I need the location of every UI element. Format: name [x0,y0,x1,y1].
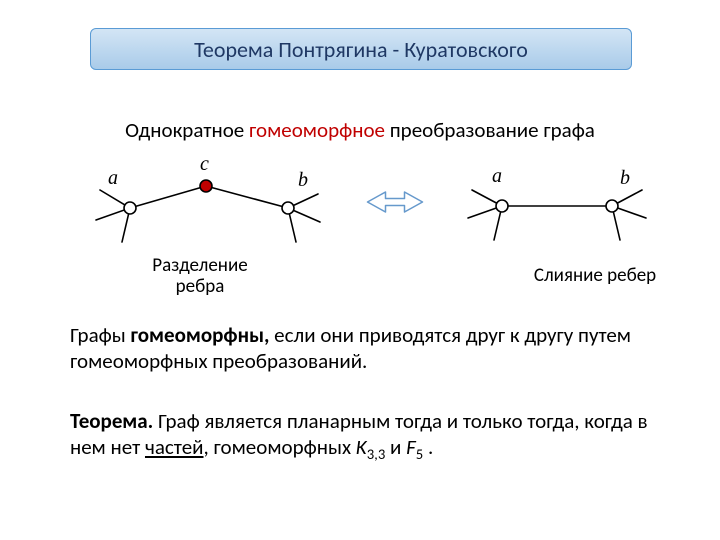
paragraph-theorem: Теорема. Граф является планарным тогда и… [70,408,670,464]
title-box: Теорема Понтрягина - Куратовского [90,28,632,70]
para2-ksub: 3,3 [367,445,386,463]
svg-text:b: b [620,167,630,189]
svg-text:b: b [298,169,308,191]
subtitle: Однократное гомеоморфное преобразование … [0,118,720,143]
para1-t1: Графы [70,322,131,348]
para2-t1: Теорема. [70,408,153,434]
svg-text:c: c [200,160,209,175]
subtitle-post: преобразование графа [385,117,595,143]
paragraph-homeomorphic: Графы гомеоморфны, если они приводятся д… [70,322,660,375]
para2-t5: и [385,434,406,460]
svg-text:a: a [492,165,502,187]
subtitle-pre: Однократное [125,117,249,143]
para2-t6: . [423,434,433,460]
para1-t2: гомеоморфны, [131,322,270,348]
slide: Теорема Понтрягина - Куратовского Однокр… [0,0,720,540]
caption-subdivision: Разделение ребра [140,256,260,298]
caption-merge: Слияние ребер [520,264,670,287]
title-text: Теорема Понтрягина - Куратовского [194,36,528,63]
para2-k: K [356,434,367,460]
para2-t3: частей [145,434,204,460]
para2-t4: , гомеоморфных [204,434,356,460]
subtitle-red: гомеоморфное [249,117,385,143]
para2-f: F [406,434,416,460]
svg-text:a: a [108,167,118,189]
